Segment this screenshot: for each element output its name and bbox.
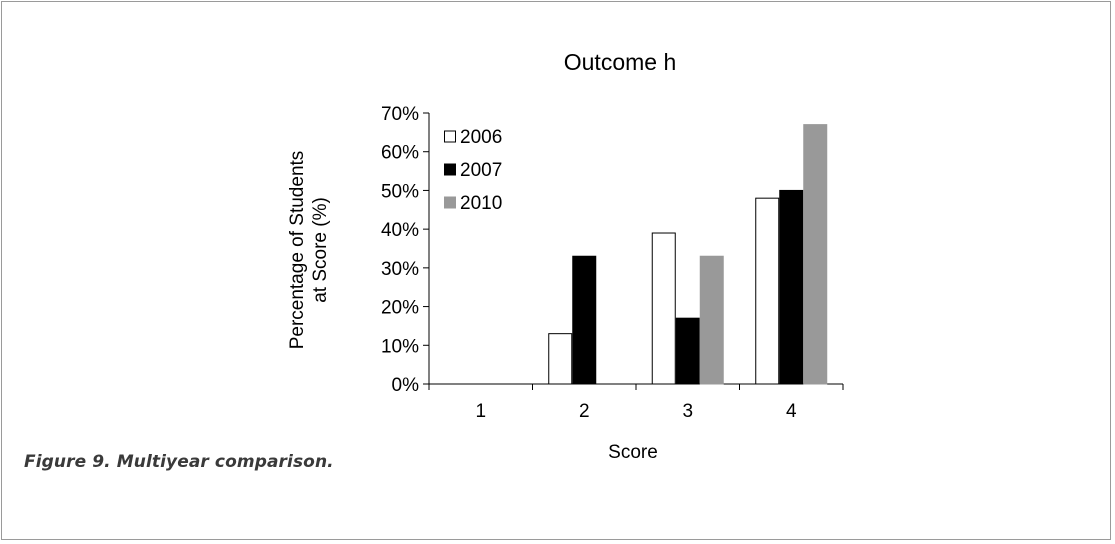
y-tick-label: 50% [381, 181, 419, 202]
legend-swatch-2007 [444, 163, 456, 176]
bar-2006-score-4 [755, 197, 780, 385]
y-axis-label-line-2: at Score (%) [310, 197, 331, 303]
x-tick-label: 1 [475, 401, 486, 422]
y-tick-label: 10% [381, 336, 419, 357]
legend-label-2010: 2010 [460, 193, 502, 214]
y-tick-label: 30% [381, 259, 419, 280]
bar-2010-score-4 [803, 124, 828, 385]
y-axis-label: Percentage of Students at Score (%) [287, 151, 331, 350]
legend-label-2007: 2007 [460, 160, 502, 181]
y-tick-label: 60% [381, 143, 419, 164]
plot-area: 0% 10% 20% 30% 40% 50% 60% 70% 1 2 3 4 2006 2007 2010 [381, 104, 844, 422]
bar-2010-score-3 [699, 255, 724, 385]
legend-swatch-2010 [444, 196, 456, 209]
y-axis-label-line-1: Percentage of Students [287, 151, 308, 350]
y-tick-label: 20% [381, 298, 419, 319]
chart-title: Outcome h [564, 49, 677, 75]
y-tick-label: 0% [392, 375, 420, 396]
y-tick-label: 70% [381, 104, 419, 125]
x-tick-label: 2 [579, 401, 590, 422]
bar-2006-score-2 [548, 333, 573, 385]
x-tick-label: 4 [786, 401, 797, 422]
figure-caption: Figure 9. Multiyear comparison. [24, 452, 334, 472]
legend-label-2006: 2006 [460, 127, 502, 148]
x-axis-label: Score [608, 442, 658, 463]
x-tick-label: 3 [682, 401, 693, 422]
bar-2007-score-3 [675, 317, 700, 385]
bar-2007-score-2 [572, 255, 597, 385]
bar-2007-score-4 [779, 189, 804, 385]
bar-2006-score-3 [651, 232, 676, 385]
legend-swatch-2006 [444, 130, 456, 143]
y-tick-label: 40% [381, 220, 419, 241]
